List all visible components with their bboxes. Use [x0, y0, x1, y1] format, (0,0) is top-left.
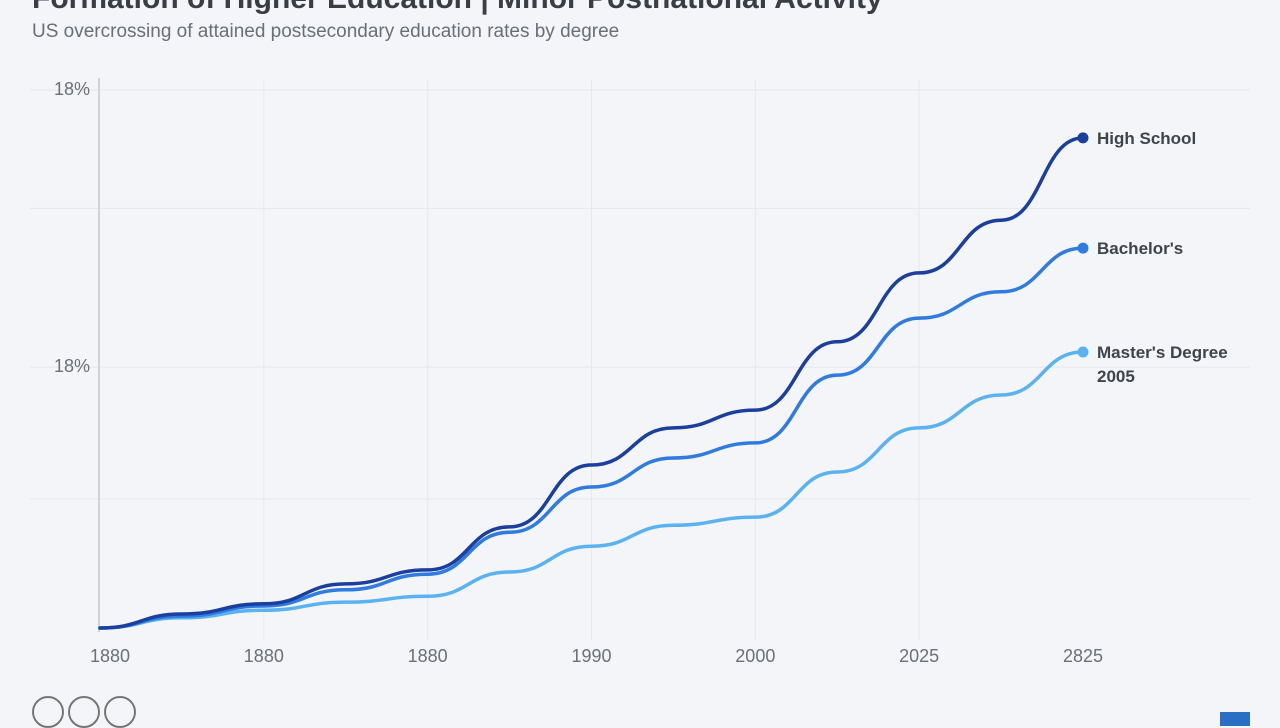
chart-subtitle: US overcrossing of attained postsecondar… [32, 21, 620, 42]
series-label-extra: 2005 [1097, 367, 1135, 386]
chart-title: Formation of Higher Education | Minor Po… [32, 0, 883, 16]
x-tick-label: 1990 [571, 646, 611, 666]
series-line-bachelor-s [98, 246, 1085, 630]
x-tick-label: 2825 [1063, 646, 1103, 666]
x-tick-label: 2000 [735, 646, 775, 666]
license-nd-icon [104, 696, 136, 728]
x-tick-label: 2025 [899, 646, 939, 666]
series-line-high-school [98, 136, 1085, 630]
x-tick-label: 1880 [408, 646, 448, 666]
series-label: Bachelor's [1097, 239, 1183, 258]
y-tick-label: 18% [54, 79, 90, 99]
x-tick-label: 1880 [244, 646, 284, 666]
series-end-marker [1077, 346, 1089, 358]
series-line-master-s-degree [98, 350, 1085, 630]
series-end-marker [1077, 132, 1089, 144]
license-by-icon [68, 696, 100, 728]
series-label: Master's Degree [1097, 343, 1228, 362]
footer-icons [32, 696, 136, 728]
x-tick-label: 1880 [90, 646, 130, 666]
y-tick-label: 18% [54, 356, 90, 376]
series-end-marker [1077, 242, 1089, 254]
license-cc-icon [32, 696, 64, 728]
series-label: High School [1097, 129, 1196, 148]
brand-logo [1220, 712, 1250, 726]
